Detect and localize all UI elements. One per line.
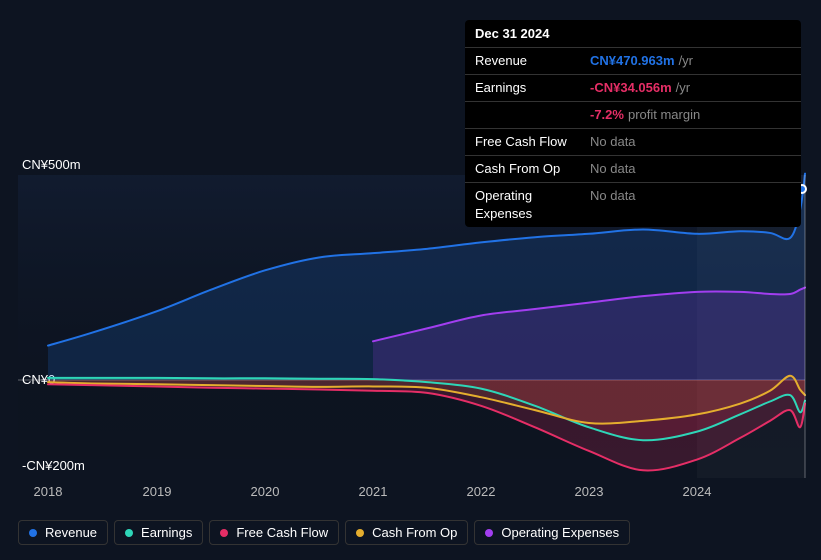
tooltip-row: RevenueCN¥470.963m/yr bbox=[465, 48, 801, 75]
legend-dot bbox=[29, 529, 37, 537]
tooltip-row-label: Earnings bbox=[475, 79, 590, 97]
x-axis-label: 2024 bbox=[683, 484, 712, 499]
x-axis-label: 2021 bbox=[359, 484, 388, 499]
tooltip-margin-value: -7.2%profit margin bbox=[590, 106, 791, 124]
chart-tooltip: Dec 31 2024 RevenueCN¥470.963m/yrEarning… bbox=[465, 20, 801, 227]
tooltip-row-value: No data bbox=[590, 187, 791, 223]
x-axis-label: 2019 bbox=[143, 484, 172, 499]
chart-legend: Revenue Earnings Free Cash Flow Cash From O… bbox=[18, 520, 630, 545]
tooltip-row: Free Cash FlowNo data bbox=[465, 129, 801, 156]
legend-dot bbox=[485, 529, 493, 537]
legend-item[interactable]: Earnings bbox=[114, 520, 203, 545]
legend-label: Operating Expenses bbox=[501, 525, 619, 540]
x-axis-label: 2022 bbox=[467, 484, 496, 499]
tooltip-row-label: Revenue bbox=[475, 52, 590, 70]
legend-label: Cash From Op bbox=[372, 525, 457, 540]
tooltip-row-label: Cash From Op bbox=[475, 160, 590, 178]
tooltip-date: Dec 31 2024 bbox=[465, 20, 801, 48]
tooltip-row-value: No data bbox=[590, 160, 791, 178]
legend-dot bbox=[356, 529, 364, 537]
tooltip-row-value: CN¥470.963m/yr bbox=[590, 52, 791, 70]
legend-item[interactable]: Cash From Op bbox=[345, 520, 468, 545]
y-axis-label: -CN¥200m bbox=[22, 458, 85, 473]
tooltip-row: Operating ExpensesNo data bbox=[465, 183, 801, 227]
legend-item[interactable]: Revenue bbox=[18, 520, 108, 545]
tooltip-row-label: Operating Expenses bbox=[475, 187, 590, 223]
x-axis-label: 2018 bbox=[34, 484, 63, 499]
tooltip-row: Earnings-CN¥34.056m/yr bbox=[465, 75, 801, 102]
legend-label: Revenue bbox=[45, 525, 97, 540]
tooltip-margin-row: -7.2%profit margin bbox=[465, 102, 801, 129]
financials-chart: CN¥500mCN¥0-CN¥200m201820192020202120222… bbox=[0, 0, 821, 560]
x-axis-label: 2023 bbox=[575, 484, 604, 499]
legend-dot bbox=[220, 529, 228, 537]
tooltip-row-label: Free Cash Flow bbox=[475, 133, 590, 151]
y-axis-label: CN¥500m bbox=[22, 157, 81, 172]
tooltip-row: Cash From OpNo data bbox=[465, 156, 801, 183]
legend-item[interactable]: Operating Expenses bbox=[474, 520, 630, 545]
legend-label: Earnings bbox=[141, 525, 192, 540]
legend-item[interactable]: Free Cash Flow bbox=[209, 520, 339, 545]
tooltip-row-value: -CN¥34.056m/yr bbox=[590, 79, 791, 97]
legend-dot bbox=[125, 529, 133, 537]
legend-label: Free Cash Flow bbox=[236, 525, 328, 540]
tooltip-row-value: No data bbox=[590, 133, 791, 151]
x-axis-label: 2020 bbox=[251, 484, 280, 499]
